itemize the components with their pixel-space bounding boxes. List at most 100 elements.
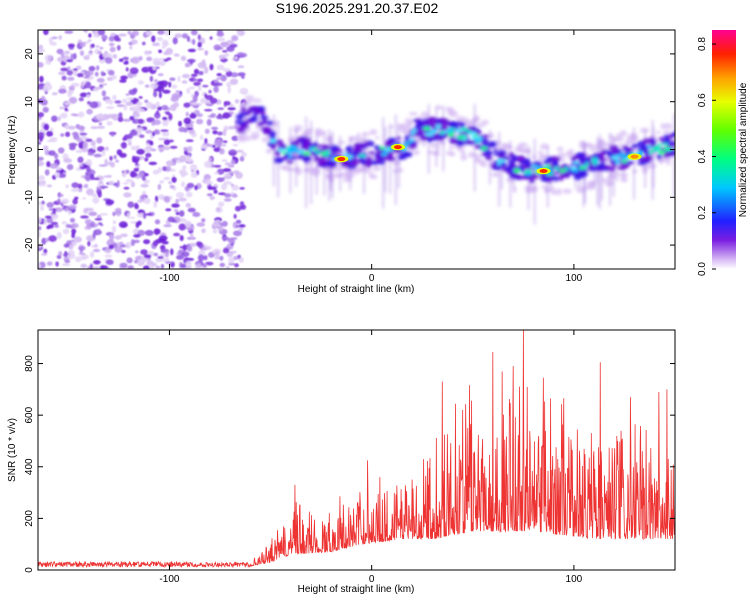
noise-blob xyxy=(90,140,96,147)
noise-blob xyxy=(180,218,187,223)
noise-blob xyxy=(214,256,221,260)
noise-blob xyxy=(163,139,170,146)
ridge-core xyxy=(520,160,527,164)
noise-blob xyxy=(135,127,144,132)
noise-blob xyxy=(226,45,235,52)
ridge-core xyxy=(406,151,412,156)
colorbar-label: Normalized spectral amplitude xyxy=(738,82,749,217)
noise-blob xyxy=(79,92,88,98)
ridge-halo xyxy=(252,136,257,141)
noise-blob xyxy=(71,82,80,87)
ridge-highlight xyxy=(289,145,297,149)
noise-blob xyxy=(202,263,207,268)
noise-blob xyxy=(60,133,65,137)
spectrogram-ylabel: Frequency (Hz) xyxy=(7,116,18,185)
noise-blob xyxy=(102,52,109,59)
noise-blob xyxy=(38,48,46,53)
noise-blob xyxy=(71,223,79,229)
snr-ylabel: SNR (10 * v/v) xyxy=(7,418,18,482)
noise-blob xyxy=(90,126,99,130)
ridge-core xyxy=(529,179,535,184)
noise-blob xyxy=(59,106,65,110)
noise-blob xyxy=(63,243,70,248)
noise-blob xyxy=(68,85,75,91)
ridge-highlight xyxy=(447,133,455,137)
noise-blob xyxy=(38,263,42,269)
noise-blob xyxy=(67,43,75,48)
noise-blob xyxy=(61,75,67,81)
noise-blob xyxy=(135,250,139,254)
ridge-core xyxy=(579,172,587,178)
ridge-highlight xyxy=(620,152,625,156)
noise-blob xyxy=(189,86,196,90)
noise-blob xyxy=(158,235,168,241)
noise-blob xyxy=(128,89,137,96)
noise-blob xyxy=(228,165,235,168)
noise-blob xyxy=(64,101,72,106)
noise-blob xyxy=(168,113,173,121)
noise-blob xyxy=(217,131,223,136)
ridge-core xyxy=(298,153,303,159)
noise-blob xyxy=(229,171,234,175)
colorbar-tick-label: 0.8 xyxy=(697,37,708,51)
noise-blob xyxy=(75,149,84,153)
noise-blob xyxy=(180,171,186,178)
noise-blob xyxy=(188,129,196,135)
ridge-core xyxy=(315,144,325,148)
noise-blob xyxy=(115,159,119,163)
noise-blob xyxy=(233,230,242,237)
ridge-highlight xyxy=(343,152,348,157)
noise-blob xyxy=(101,83,108,86)
noise-blob xyxy=(126,97,134,101)
snr-frame xyxy=(37,329,676,571)
noise-blob xyxy=(93,177,100,181)
noise-blob xyxy=(153,252,159,257)
ridge-core xyxy=(270,143,277,150)
ridge-halo xyxy=(404,118,414,124)
noise-blob xyxy=(161,104,169,111)
noise-blob xyxy=(76,73,84,78)
noise-blob xyxy=(220,74,227,82)
noise-blob xyxy=(180,263,187,269)
ridge-highlight xyxy=(622,154,628,160)
noise-blob xyxy=(114,34,120,42)
ridge-core xyxy=(662,154,671,158)
noise-blob xyxy=(43,248,48,254)
noise-blob xyxy=(74,196,79,200)
ridge-halo xyxy=(540,143,550,150)
noise-blob xyxy=(84,161,93,166)
noise-blob xyxy=(151,148,157,152)
noise-blob xyxy=(158,49,163,54)
noise-blob xyxy=(209,63,214,71)
noise-blob xyxy=(63,158,73,163)
noise-blob xyxy=(46,217,54,224)
noise-blob xyxy=(43,83,53,91)
noise-blob xyxy=(151,35,156,43)
noise-blob xyxy=(222,112,231,119)
noise-blob xyxy=(230,72,239,78)
noise-blob xyxy=(137,259,144,266)
noise-blob xyxy=(143,239,151,245)
ridge-core xyxy=(484,153,490,157)
noise-blob xyxy=(208,251,215,258)
noise-blob xyxy=(133,233,141,238)
noise-blob xyxy=(96,65,100,71)
ridge-core xyxy=(320,155,326,160)
noise-blob xyxy=(182,73,190,79)
ridge-halo xyxy=(446,109,455,115)
noise-blob xyxy=(57,198,61,204)
ridge-core xyxy=(481,134,490,138)
noise-blob xyxy=(88,33,92,38)
noise-blob xyxy=(39,75,44,83)
noise-blob xyxy=(54,207,63,212)
ridge-core xyxy=(427,138,433,143)
noise-blob xyxy=(57,57,64,62)
ridge-highlight xyxy=(447,128,454,133)
noise-blob xyxy=(38,112,45,118)
ridge-highlight xyxy=(544,165,552,169)
noise-blob xyxy=(75,65,82,70)
noise-blob xyxy=(115,184,119,188)
ridge-halo xyxy=(663,130,671,134)
noise-blob xyxy=(46,184,53,188)
snr-xtick-label: 100 xyxy=(566,574,583,585)
